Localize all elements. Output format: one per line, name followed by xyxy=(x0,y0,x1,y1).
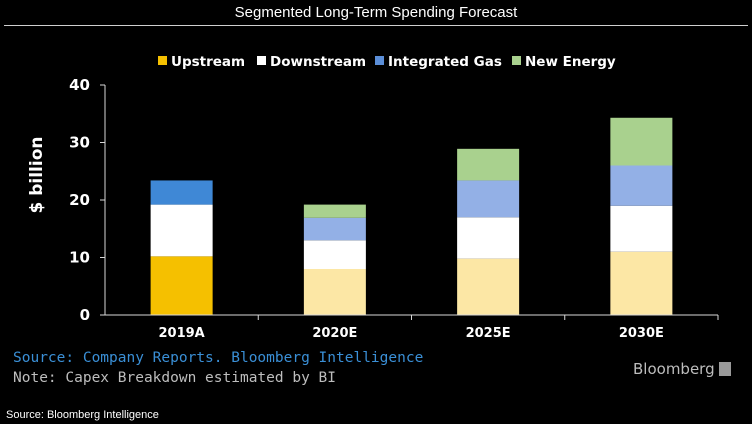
y-tick-label: 0 xyxy=(80,306,90,324)
bar-segment-new-energy xyxy=(610,117,673,166)
brand-icon xyxy=(718,362,731,376)
bar-segment-downstream xyxy=(610,205,673,252)
bar-segment-integrated-gas xyxy=(150,180,213,205)
bar-segment-downstream xyxy=(150,204,213,257)
bar-segment-upstream xyxy=(150,256,213,315)
legend-label: Downstream xyxy=(270,54,366,70)
bar-segment-downstream xyxy=(303,240,366,269)
bar-segment-upstream xyxy=(610,251,673,315)
y-tick-label: 20 xyxy=(69,191,90,209)
bar-segment-upstream xyxy=(303,269,366,315)
brand-name: Bloomberg xyxy=(633,360,715,378)
bars xyxy=(150,117,673,315)
legend-swatch xyxy=(158,56,167,65)
bar-segment-integrated-gas xyxy=(457,180,520,218)
axes: 0 10 20 30 40 $ billion 2019A 2020E 2025E 2030E xyxy=(27,76,719,341)
title-divider xyxy=(4,25,748,26)
legend-label: Integrated Gas xyxy=(388,54,502,70)
legend-swatch xyxy=(512,56,521,65)
bar-segment-downstream xyxy=(457,217,520,259)
legend-label: New Energy xyxy=(525,54,616,70)
bar-segment-integrated-gas xyxy=(303,217,366,241)
bar-segment-new-energy xyxy=(303,204,366,218)
legend-swatch xyxy=(257,56,266,65)
bar-segment-new-energy xyxy=(457,148,520,181)
y-tick-label: 10 xyxy=(69,249,90,267)
x-tick-label: 2019A xyxy=(159,326,205,341)
legend-swatch xyxy=(375,56,384,65)
note-line: Note: Capex Breakdown estimated by BI xyxy=(13,370,337,386)
x-tick-label: 2030E xyxy=(619,326,664,341)
source-line: Source: Company Reports. Bloomberg Intel… xyxy=(13,350,424,366)
x-tick-label: 2020E xyxy=(312,326,357,341)
brand-logo: Bloomberg xyxy=(633,360,731,378)
footer-source: Source: Bloomberg Intelligence xyxy=(6,409,159,421)
bar-segment-upstream xyxy=(457,258,520,315)
chart-title: Segmented Long-Term Spending Forecast xyxy=(234,4,518,21)
x-tick-label: 2025E xyxy=(466,326,511,341)
y-tick-label: 30 xyxy=(69,134,90,152)
legend-label: Upstream xyxy=(171,54,245,70)
bar-segment-integrated-gas xyxy=(610,165,673,206)
y-axis-label: $ billion xyxy=(27,136,47,213)
footer-bar xyxy=(0,405,752,424)
legend: Upstream Downstream Integrated Gas New Ener… xyxy=(158,54,616,70)
y-tick-label: 40 xyxy=(69,76,90,94)
